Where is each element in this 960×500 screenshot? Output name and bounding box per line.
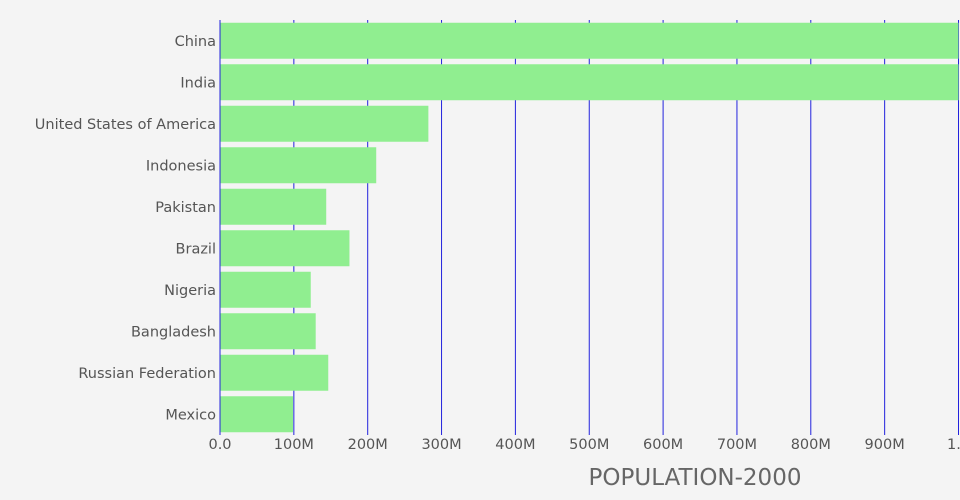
bar-brazil	[220, 230, 350, 267]
x-tick-label: 400M	[495, 437, 535, 453]
axis-layer: China India United States of America Indone…	[35, 20, 960, 453]
x-tick-label: 600M	[643, 437, 683, 453]
bar-china	[220, 22, 959, 59]
bar-indonesia	[220, 147, 377, 184]
y-tick-label: China	[175, 34, 216, 50]
x-tick-label: 500M	[569, 437, 609, 453]
x-tick-label: 800M	[791, 437, 831, 453]
x-axis-title: POPULATION-2000	[589, 465, 802, 491]
y-tick-label: Mexico	[165, 407, 216, 423]
bar-nigeria	[220, 271, 311, 308]
x-tick-label: 1.0	[947, 437, 960, 453]
bar-india	[220, 64, 959, 101]
x-tick-label: 900M	[865, 437, 905, 453]
x-tick-label: 700M	[717, 437, 757, 453]
x-tick-label: 300M	[421, 437, 461, 453]
bar-mexico	[220, 396, 294, 433]
bar-layer	[220, 22, 959, 433]
y-tick-label: India	[180, 75, 216, 91]
y-tick-label: Brazil	[176, 241, 216, 257]
bar-united-states-of-america	[220, 105, 429, 142]
bar-pakistan	[220, 188, 327, 225]
bar-russian-federation	[220, 354, 329, 391]
y-tick-label: Russian Federation	[78, 366, 216, 382]
y-tick-label: Nigeria	[164, 283, 216, 299]
y-tick-label: Indonesia	[146, 158, 216, 174]
y-tick-label: Bangladesh	[131, 324, 216, 340]
x-tick-label: 200M	[348, 437, 388, 453]
x-tick-label: 0.0	[208, 437, 231, 453]
y-tick-label: United States of America	[35, 117, 216, 133]
y-tick-label: Pakistan	[155, 200, 216, 216]
x-tick-label: 100M	[274, 437, 314, 453]
bar-bangladesh	[220, 313, 316, 350]
